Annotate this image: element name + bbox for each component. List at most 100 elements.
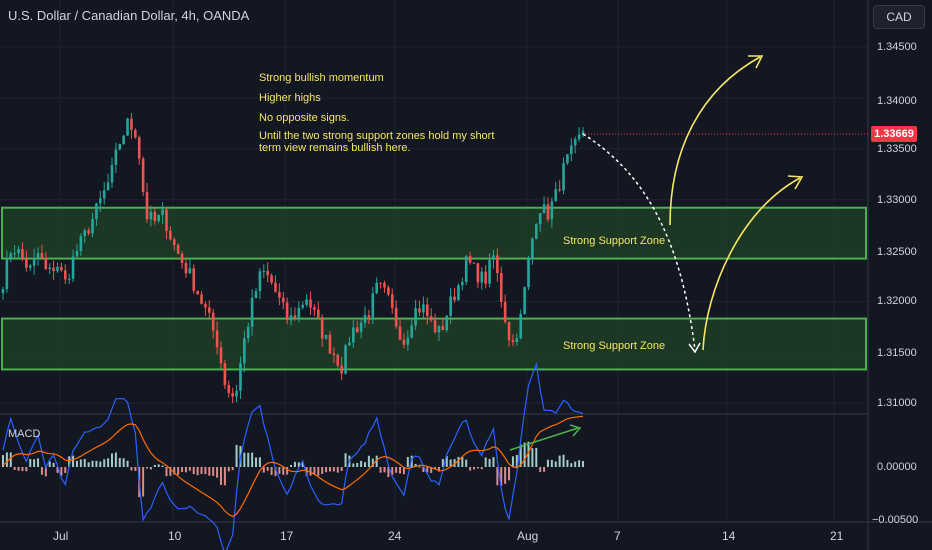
candle [301,304,305,308]
macd-bar [519,444,522,467]
macd-bar [531,448,534,467]
candle [445,315,449,331]
macd-bar [161,465,164,467]
macd-bar [118,458,121,467]
candle [141,158,145,192]
macd-bar [177,467,180,475]
x-tick: Aug [517,529,539,543]
macd-bar [441,458,444,467]
currency-button[interactable]: CAD [873,5,925,29]
candle [278,291,281,298]
candle [215,330,219,348]
macd-bar [173,467,176,475]
macd-bar [75,460,78,467]
macd-bar [539,467,542,472]
macd-bar [87,462,90,467]
macd-bar [387,467,390,478]
macd-bar [212,467,215,476]
candle [122,135,125,144]
macd-bar [192,467,195,475]
macd-bar [64,467,67,473]
macd-histogram [2,441,584,498]
candle [328,334,332,354]
macd-bar [297,462,300,467]
macd-bar [410,455,413,467]
macd-bar [130,467,133,471]
candle [99,198,102,204]
macd-bar [422,467,425,472]
macd-bar [457,456,460,467]
candle [464,256,468,283]
macd-bar [196,467,199,476]
candle [40,253,44,258]
y-tick: 1.31500 [877,347,917,359]
bullish-arrow-lower [702,177,801,351]
macd-bar [286,467,289,475]
macd-bar [188,467,191,471]
macd-bar [402,467,405,475]
candle [390,294,394,308]
macd-bar [465,459,468,467]
macd-bar [107,458,110,467]
candle [285,302,289,321]
candle [523,287,526,314]
y-tick: 1.31000 [877,397,917,409]
macd-bar [290,464,293,467]
candle [13,253,16,255]
candle [375,282,378,294]
candle [538,213,542,225]
macd-bar [204,467,207,475]
macd-bar [134,467,137,471]
candle [425,304,429,317]
candle [499,273,503,302]
candle [340,365,343,374]
macd-bar [231,467,234,471]
macd-bar [44,467,47,477]
candle [200,294,203,304]
candle [270,275,273,283]
macd-bar [356,463,359,467]
candle [9,253,13,259]
candle [414,308,417,326]
macd-bar [235,445,238,467]
macd-tick: 0.00000 [877,461,917,473]
macd-bar [301,462,304,467]
candle [534,224,538,239]
macd-bar [169,467,172,476]
candle [293,315,297,319]
macd-bar [437,467,440,472]
macd-bar [103,459,106,467]
candle [114,149,118,165]
macd-bar [500,467,503,486]
candle [503,301,507,323]
candle [457,285,460,301]
candle [126,118,129,136]
candle [250,297,254,327]
candle [289,315,293,321]
support-zone-1 [1,206,867,260]
macd-line [2,361,584,550]
candle [169,230,172,240]
macd-bar [375,455,378,467]
macd-bar [278,467,281,474]
candle [573,139,577,146]
x-tick: 17 [280,529,294,543]
macd-bar [72,455,75,467]
candle [519,313,523,339]
candle [153,211,157,221]
x-tick: 24 [388,529,402,543]
macd-bar [5,452,8,467]
y-tick: 1.34500 [877,41,917,53]
y-tick: 1.32500 [877,246,917,258]
candle [75,251,79,257]
macd-bar [445,455,448,467]
candle [581,131,585,135]
macd-bar [328,467,331,472]
candle [507,322,511,341]
macd-bar [114,452,117,467]
macd-bar [282,467,285,475]
candle [208,307,211,313]
candle [1,289,5,294]
candle [313,307,316,310]
